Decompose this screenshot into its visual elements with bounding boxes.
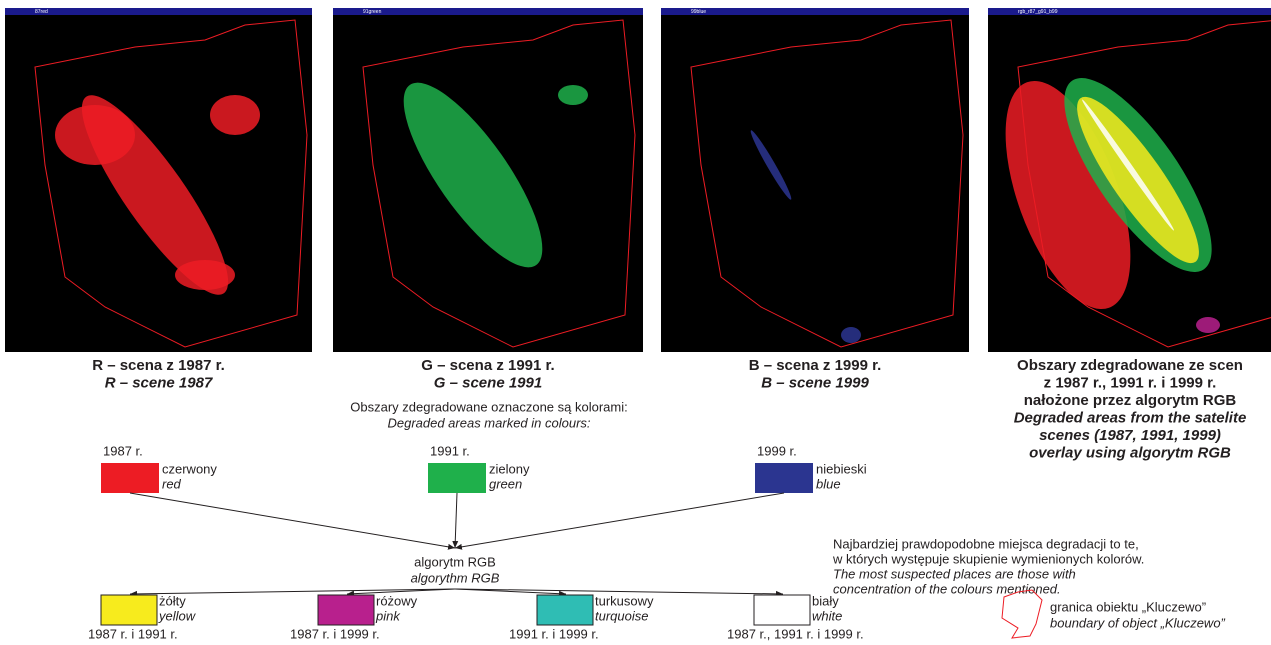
color-name-en: turquoise [595, 608, 648, 623]
color-name: żółty [159, 593, 186, 608]
color-name: niebieski [816, 461, 867, 476]
color-name: zielony [489, 461, 530, 476]
color-name: turkusowy [595, 593, 654, 608]
degraded-area [175, 260, 235, 290]
boundary-icon [1002, 590, 1042, 638]
window-title: 91green [363, 9, 382, 15]
title-bar [5, 8, 312, 15]
boundary-label: granica obiektu „Kluczewo” [1050, 599, 1206, 614]
caption: G – scene 1991 [434, 374, 542, 391]
degraded-area [210, 95, 260, 135]
caption: Degraded areas from the satelite [1014, 409, 1247, 426]
degraded-area [558, 85, 588, 105]
output-years: 1991 r. i 1999 r. [509, 626, 599, 641]
color-swatch [428, 463, 486, 493]
caption: Obszary zdegradowane ze scen [1017, 357, 1243, 374]
window-title: rgb_r87_g91_b99 [1018, 9, 1058, 15]
note: w których występuje skupienie wymieniony… [832, 551, 1144, 566]
image-panel: 91green G – scena z 1991 r.G – scene 1991 [333, 8, 643, 391]
color-name-en: red [162, 476, 182, 491]
caption: R – scena z 1987 r. [92, 357, 225, 374]
color-swatch [101, 595, 157, 625]
caption: nałożone przez algorytm RGB [1024, 392, 1237, 409]
input-year: 1991 r. [430, 443, 470, 458]
degraded-area [1196, 317, 1220, 333]
note: concentration of the colours mentioned. [833, 581, 1061, 596]
algorithm-label: algorytm RGB [414, 554, 496, 569]
image-panel: 87red R – scena z 1987 r.R – scene 1987 [5, 8, 312, 391]
boundary-label: boundary of object „Kluczewo” [1050, 615, 1226, 630]
input-year: 1999 r. [757, 443, 797, 458]
color-swatch [755, 463, 813, 493]
caption: G – scena z 1991 r. [421, 357, 554, 374]
output-years: 1987 r. i 1999 r. [290, 626, 380, 641]
color-name-en: green [489, 476, 522, 491]
note: The most suspected places are those with [833, 566, 1076, 581]
color-swatch [318, 595, 374, 625]
image-panel: 99blue B – scena z 1999 r.B – scene 1999 [661, 8, 969, 391]
degraded-area [55, 105, 135, 165]
color-name: różowy [376, 593, 418, 608]
color-name-en: white [812, 608, 842, 623]
caption: overlay using algorytm RGB [1029, 444, 1231, 461]
caption: R – scene 1987 [105, 374, 213, 391]
color-name-en: yellow [158, 608, 197, 623]
color-swatch [101, 463, 159, 493]
caption: B – scena z 1999 r. [749, 357, 882, 374]
caption: z 1987 r., 1991 r. i 1999 r. [1044, 374, 1217, 391]
legend-intro: Obszary zdegradowane oznaczone są kolora… [350, 399, 627, 414]
color-name-en: pink [375, 608, 401, 623]
color-name: czerwony [162, 461, 217, 476]
color-swatch [537, 595, 593, 625]
color-swatch [754, 595, 810, 625]
caption: scenes (1987, 1991, 1999) [1039, 427, 1221, 444]
arrow [455, 493, 457, 548]
arrow [130, 493, 455, 548]
color-name-en: blue [816, 476, 841, 491]
input-year: 1987 r. [103, 443, 143, 458]
arrow [455, 493, 784, 548]
note: Najbardziej prawdopodobne miejsca degrad… [833, 536, 1139, 551]
legend-intro: Degraded areas marked in colours: [387, 415, 590, 430]
figure: 87red R – scena z 1987 r.R – scene 1987 91… [0, 0, 1271, 645]
algorithm-label: algorythm RGB [411, 570, 500, 585]
output-years: 1987 r., 1991 r. i 1999 r. [727, 626, 864, 641]
degraded-area [841, 327, 861, 343]
image-panel: rgb_r87_g91_b99 Obszary zdegradowane ze s… [980, 8, 1271, 461]
window-title: 99blue [691, 9, 706, 15]
caption: B – scene 1999 [761, 374, 869, 391]
image-background [661, 15, 969, 352]
title-bar [661, 8, 969, 15]
output-years: 1987 r. i 1991 r. [88, 626, 178, 641]
window-title: 87red [35, 9, 48, 15]
